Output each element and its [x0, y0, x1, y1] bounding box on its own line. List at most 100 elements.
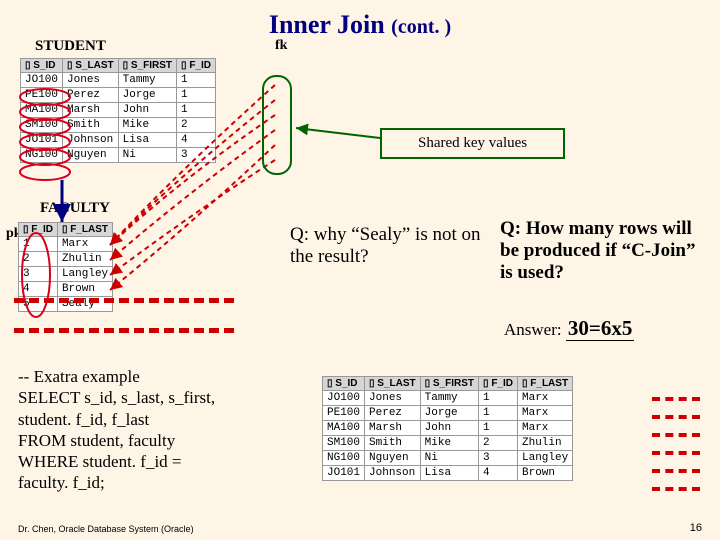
- result-table: ▯ S_ID▯ S_LAST▯ S_FIRST▯ F_ID▯ F_LASTJO1…: [322, 376, 573, 481]
- column-header: ▯ S_LAST: [63, 59, 119, 73]
- column-header: ▯ F_LAST: [518, 377, 573, 391]
- table-row: JO100JonesTammy1Marx: [323, 391, 573, 406]
- student-heading: STUDENT: [35, 38, 106, 55]
- result-dash-4: [652, 451, 700, 455]
- sql-line: SELECT s_id, s_last, s_first,: [18, 387, 308, 408]
- result-dash-1: [652, 397, 700, 401]
- table-row: JO101JohnsonLisa4: [21, 133, 216, 148]
- result-dash-2: [652, 415, 700, 419]
- sql-line: FROM student, faculty: [18, 430, 308, 451]
- table-cell: PE100: [323, 406, 365, 421]
- column-header: ▯ F_ID: [19, 223, 58, 237]
- title-main: Inner Join: [269, 10, 385, 39]
- slide-title: Inner Join (cont. ): [269, 10, 451, 40]
- table-cell: Tammy: [420, 391, 478, 406]
- table-cell: 1: [479, 421, 518, 436]
- table-cell: Lisa: [420, 466, 478, 481]
- table-row: MA100MarshJohn1Marx: [323, 421, 573, 436]
- table-cell: MA100: [323, 421, 365, 436]
- column-header: ▯ F_ID: [479, 377, 518, 391]
- table-row: 4Brown: [19, 282, 113, 297]
- column-header: ▯ S_FIRST: [118, 59, 176, 73]
- table-cell: Jones: [365, 391, 421, 406]
- table-cell: SM100: [21, 118, 63, 133]
- table-cell: Smith: [365, 436, 421, 451]
- table-row: SM100SmithMike2: [21, 118, 216, 133]
- table-cell: 1: [19, 237, 58, 252]
- table-cell: Marsh: [63, 103, 119, 118]
- table-cell: 3: [19, 267, 58, 282]
- table-cell: Zhulin: [57, 252, 112, 267]
- shared-key-callout: Shared key values: [380, 128, 565, 159]
- table-row: 3Langley: [19, 267, 113, 282]
- table-cell: Jorge: [118, 88, 176, 103]
- table-cell: Mike: [118, 118, 176, 133]
- column-header: ▯ S_LAST: [365, 377, 421, 391]
- table-cell: Ni: [118, 148, 176, 163]
- table-cell: 4: [177, 133, 216, 148]
- table-cell: 1: [177, 73, 216, 88]
- table-cell: Marx: [518, 406, 573, 421]
- table-cell: 1: [479, 391, 518, 406]
- student-table: ▯ S_ID▯ S_LAST▯ S_FIRST▯ F_IDJO100JonesT…: [20, 58, 216, 163]
- table-cell: Perez: [365, 406, 421, 421]
- column-header: ▯ S_ID: [21, 59, 63, 73]
- question-cjoin: Q: How many rows will be produced if “C-…: [500, 218, 710, 284]
- table-cell: 1: [177, 88, 216, 103]
- sql-line: faculty. f_id;: [18, 472, 308, 493]
- faculty-dash-1: [14, 298, 234, 303]
- result-dash-3: [652, 433, 700, 437]
- table-row: PE100PerezJorge1: [21, 88, 216, 103]
- answer-value: 30=6x5: [566, 316, 634, 341]
- table-cell: Smith: [63, 118, 119, 133]
- table-cell: Langley: [57, 267, 112, 282]
- table-cell: Ni: [420, 451, 478, 466]
- table-cell: JO101: [323, 466, 365, 481]
- table-row: JO101JohnsonLisa4Brown: [323, 466, 573, 481]
- table-cell: John: [118, 103, 176, 118]
- table-cell: 3: [177, 148, 216, 163]
- table-cell: Mike: [420, 436, 478, 451]
- table-cell: Nguyen: [365, 451, 421, 466]
- table-cell: Marx: [518, 421, 573, 436]
- sql-line: student. f_id, f_last: [18, 409, 308, 430]
- table-cell: NG100: [21, 148, 63, 163]
- table-cell: JO101: [21, 133, 63, 148]
- table-cell: Brown: [518, 466, 573, 481]
- sql-example: -- Exatra exampleSELECT s_id, s_last, s_…: [18, 366, 308, 494]
- table-cell: Jorge: [420, 406, 478, 421]
- table-cell: PE100: [21, 88, 63, 103]
- table-cell: 2: [19, 252, 58, 267]
- table-cell: Johnson: [63, 133, 119, 148]
- result-dash-6: [652, 487, 700, 491]
- table-row: 2Zhulin: [19, 252, 113, 267]
- sql-line: WHERE student. f_id =: [18, 451, 308, 472]
- table-cell: MA100: [21, 103, 63, 118]
- column-header: ▯ F_LAST: [57, 223, 112, 237]
- table-cell: JO100: [323, 391, 365, 406]
- table-cell: Marx: [57, 237, 112, 252]
- table-cell: 4: [19, 282, 58, 297]
- table-cell: 4: [479, 466, 518, 481]
- column-header: ▯ F_ID: [177, 59, 216, 73]
- table-cell: JO100: [21, 73, 63, 88]
- table-cell: SM100: [323, 436, 365, 451]
- table-cell: Langley: [518, 451, 573, 466]
- column-header: ▯ S_FIRST: [420, 377, 478, 391]
- fk-label: fk: [275, 38, 287, 54]
- result-dash-5: [652, 469, 700, 473]
- table-cell: Nguyen: [63, 148, 119, 163]
- table-cell: Johnson: [365, 466, 421, 481]
- table-cell: 1: [479, 406, 518, 421]
- table-cell: Tammy: [118, 73, 176, 88]
- footer-page-number: 16: [690, 522, 702, 534]
- table-cell: 1: [177, 103, 216, 118]
- column-header: ▯ S_ID: [323, 377, 365, 391]
- table-cell: John: [420, 421, 478, 436]
- table-cell: Perez: [63, 88, 119, 103]
- footer-author: Dr. Chen, Oracle Database System (Oracle…: [18, 524, 194, 534]
- table-cell: 3: [479, 451, 518, 466]
- table-cell: Brown: [57, 282, 112, 297]
- answer-line: Answer: 30=6x5: [504, 316, 634, 341]
- table-row: JO100JonesTammy1: [21, 73, 216, 88]
